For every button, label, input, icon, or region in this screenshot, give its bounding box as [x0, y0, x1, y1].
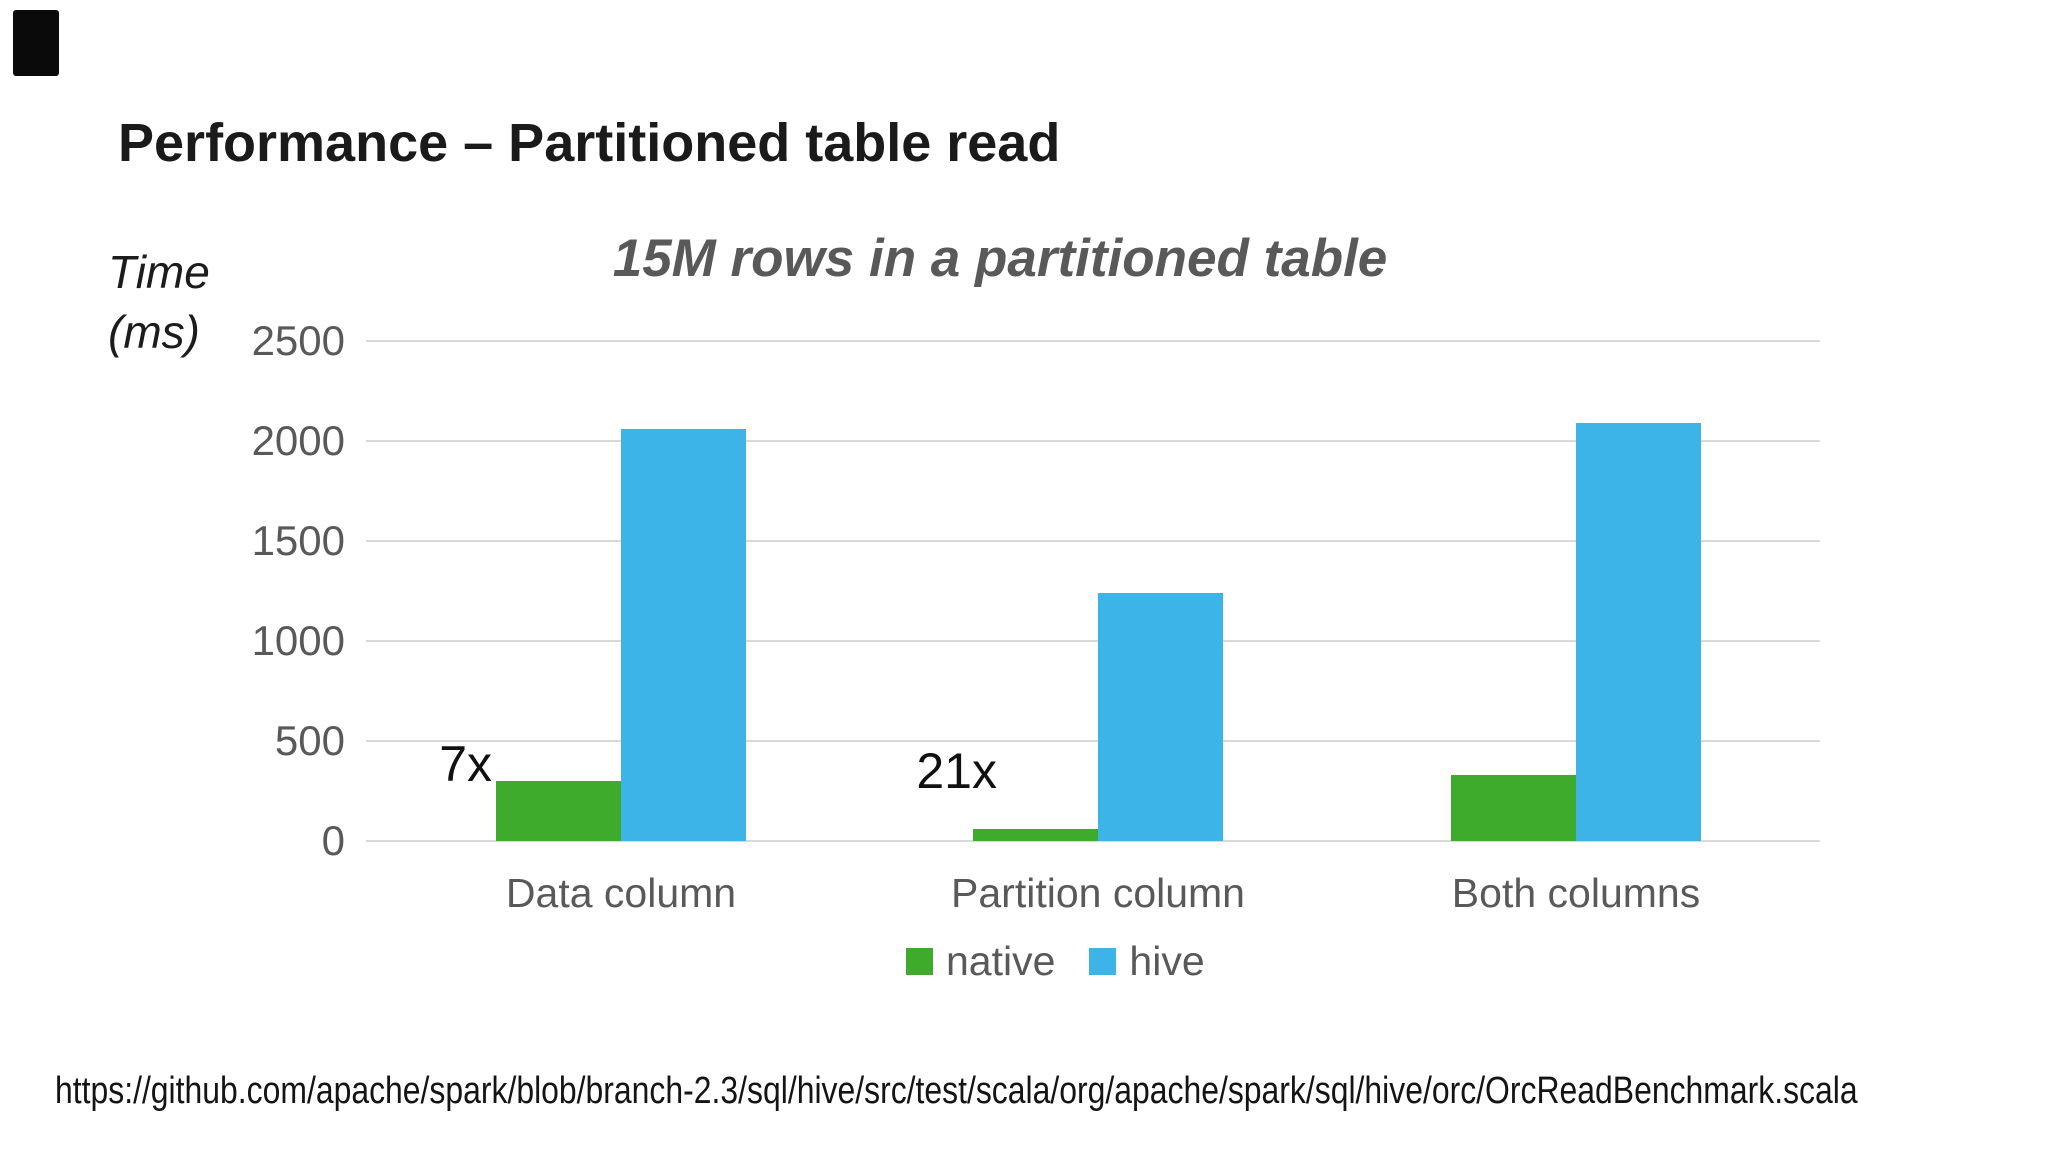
- legend-item-native: native: [906, 941, 1055, 982]
- chart-legend: native hive: [906, 941, 1205, 982]
- y-tick-0: 0: [321, 817, 345, 864]
- y-tick-1500: 1500: [251, 517, 345, 564]
- gridline-500: [366, 740, 1820, 742]
- y-tick-1000: 1000: [251, 617, 345, 664]
- page-title: Performance – Partitioned table read: [118, 113, 1061, 173]
- bar-native-data-column: [496, 781, 621, 841]
- gridline-2500: [366, 340, 1820, 342]
- y-axis-label-line2: (ms): [108, 306, 200, 358]
- y-tick-500: 500: [274, 717, 345, 764]
- gridline-0: [366, 840, 1820, 842]
- bar-hive-data-column: [621, 429, 746, 841]
- legend-swatch-hive: [1089, 948, 1117, 975]
- corner-mark: [13, 10, 59, 76]
- legend-swatch-native: [906, 948, 933, 975]
- y-axis-label: Time (ms): [108, 242, 210, 362]
- legend-item-hive: hive: [1089, 938, 1205, 984]
- speedup-annotation-partition-column: 21x: [916, 743, 997, 799]
- chart-title: 15M rows in a partitioned table: [612, 229, 1388, 288]
- x-category-label-data-column: Data column: [505, 870, 737, 916]
- source-url: https://github.com/apache/spark/blob/bra…: [55, 1070, 1858, 1112]
- legend-label-hive: hive: [1129, 938, 1205, 984]
- x-category-label-partition-column: Partition column: [951, 870, 1245, 916]
- y-tick-2000: 2000: [251, 417, 345, 464]
- gridline-1000: [366, 640, 1820, 642]
- y-tick-2500: 2500: [251, 317, 345, 364]
- y-axis-label-line1: Time: [108, 246, 210, 298]
- bar-hive-both-columns: [1576, 423, 1701, 841]
- gridline-2000: [366, 440, 1820, 442]
- legend-label-native: native: [946, 938, 1056, 984]
- bar-hive-partition-column: [1098, 593, 1223, 841]
- x-category-label-both-columns: Both columns: [1451, 870, 1701, 916]
- speedup-annotation-data-column: 7x: [439, 736, 492, 792]
- gridline-1500: [366, 540, 1820, 542]
- bar-native-partition-column: [973, 829, 1098, 841]
- bar-native-both-columns: [1451, 775, 1576, 841]
